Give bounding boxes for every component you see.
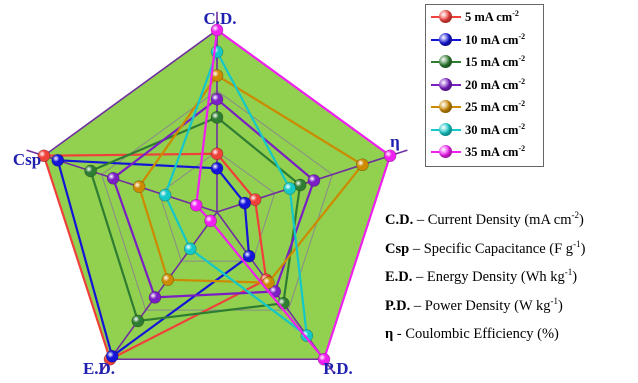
data-point (158, 188, 172, 202)
series-4 (106, 92, 321, 304)
glossary-abbr: C.D. (385, 211, 414, 228)
legend-item: 5 mA cm-2 (426, 7, 543, 27)
series-2 (51, 153, 256, 363)
glossary-row: C.D. – Current Density (mA cm-2) (385, 210, 584, 228)
legend-label: 5 mA cm-2 (465, 9, 519, 25)
legend-item: 30 mA cm-2 (426, 120, 543, 140)
data-point (383, 149, 397, 163)
data-point (210, 23, 224, 37)
legend-marker (439, 100, 452, 113)
legend-marker (439, 77, 452, 91)
legend-label: 25 mA cm-2 (465, 99, 526, 115)
legend-marker (439, 145, 452, 158)
data-point (189, 198, 203, 212)
legend-item: 15 mA cm-2 (426, 52, 543, 72)
data-point (204, 214, 217, 228)
legend-item: 35 mA cm-2 (426, 142, 543, 162)
legend-label: 35 mA cm-2 (465, 144, 526, 160)
series-5 (132, 69, 369, 289)
abbreviation-glossary: C.D. – Current Density (mA cm-2) Csp – S… (385, 210, 635, 353)
legend-marker (439, 32, 452, 46)
axis-label-eta: η (390, 132, 400, 151)
legend-item: 20 mA cm-2 (426, 75, 543, 95)
series-line (163, 49, 309, 339)
series-line (56, 159, 251, 359)
series-line (42, 152, 268, 361)
legend-label: 30 mA cm-2 (465, 121, 526, 137)
glossary-abbr: P.D. (385, 297, 411, 314)
series-7 (189, 23, 397, 366)
data-point (210, 111, 224, 124)
data-point (51, 153, 65, 167)
glossary-text: Energy Density (Wh kg (426, 268, 565, 285)
axis-label-pd: P.D. (323, 359, 353, 378)
glossary-text: Specific Capacitance (F g (423, 240, 574, 257)
legend-label: 10 mA cm-2 (465, 31, 526, 47)
series-line (195, 28, 392, 362)
radar-grid-ring (101, 90, 333, 311)
glossary-row: E.D. – Energy Density (Wh kg-1) (385, 267, 578, 285)
legend: 5 mA cm-2 10 mA cm-2 15 mA cm-2 20 mA cm… (425, 4, 544, 167)
data-point (210, 147, 224, 161)
data-point (161, 273, 175, 287)
series-line (111, 97, 316, 299)
legend-item: 10 mA cm-2 (426, 30, 543, 50)
data-point (132, 180, 146, 193)
data-point (356, 158, 369, 172)
data-point (242, 249, 256, 263)
data-point (300, 329, 314, 342)
legend-label: 20 mA cm-2 (465, 76, 526, 92)
data-point (283, 182, 296, 195)
axis-label-cd: C.D. (203, 9, 236, 28)
glossary-text: Current Density (mA cm (427, 211, 572, 228)
series-line (89, 116, 302, 323)
data-point (210, 162, 224, 175)
glossary-row: P.D. – Power Density (W kg-1) (385, 295, 563, 314)
data-point (183, 242, 197, 256)
data-point (131, 314, 145, 328)
data-point (307, 174, 321, 187)
legend-marker (439, 55, 452, 68)
data-point (105, 349, 119, 363)
glossary-abbr: Csp (385, 240, 410, 257)
axis-label-ed: E.D. (83, 359, 115, 378)
legend-label: 15 mA cm-2 (465, 54, 526, 70)
series-line (137, 74, 365, 284)
data-point (148, 291, 162, 304)
radar-series (37, 23, 397, 366)
data-point (210, 92, 224, 106)
data-point (317, 352, 331, 366)
legend-item: 25 mA cm-2 (426, 97, 543, 117)
glossary-row: η - Coulombic Efficiency (%) (385, 325, 559, 342)
data-point (238, 196, 251, 210)
glossary-row: Csp – Specific Capacitance (F g-1) (385, 238, 586, 257)
legend-marker (439, 10, 452, 23)
glossary-abbr: η (385, 325, 394, 342)
glossary-text: Coulombic Efficiency (%) (405, 325, 559, 342)
glossary-abbr: E.D. (385, 268, 413, 285)
glossary-text: Power Density (W kg (424, 297, 551, 314)
data-point (37, 149, 51, 163)
data-point (106, 171, 120, 185)
data-point (84, 164, 97, 178)
axis-label-csp: Csp (13, 150, 41, 169)
legend-marker (439, 122, 452, 136)
axis-labels: C.D. η P.D. E.D. Csp (13, 9, 400, 378)
data-point (210, 45, 224, 59)
